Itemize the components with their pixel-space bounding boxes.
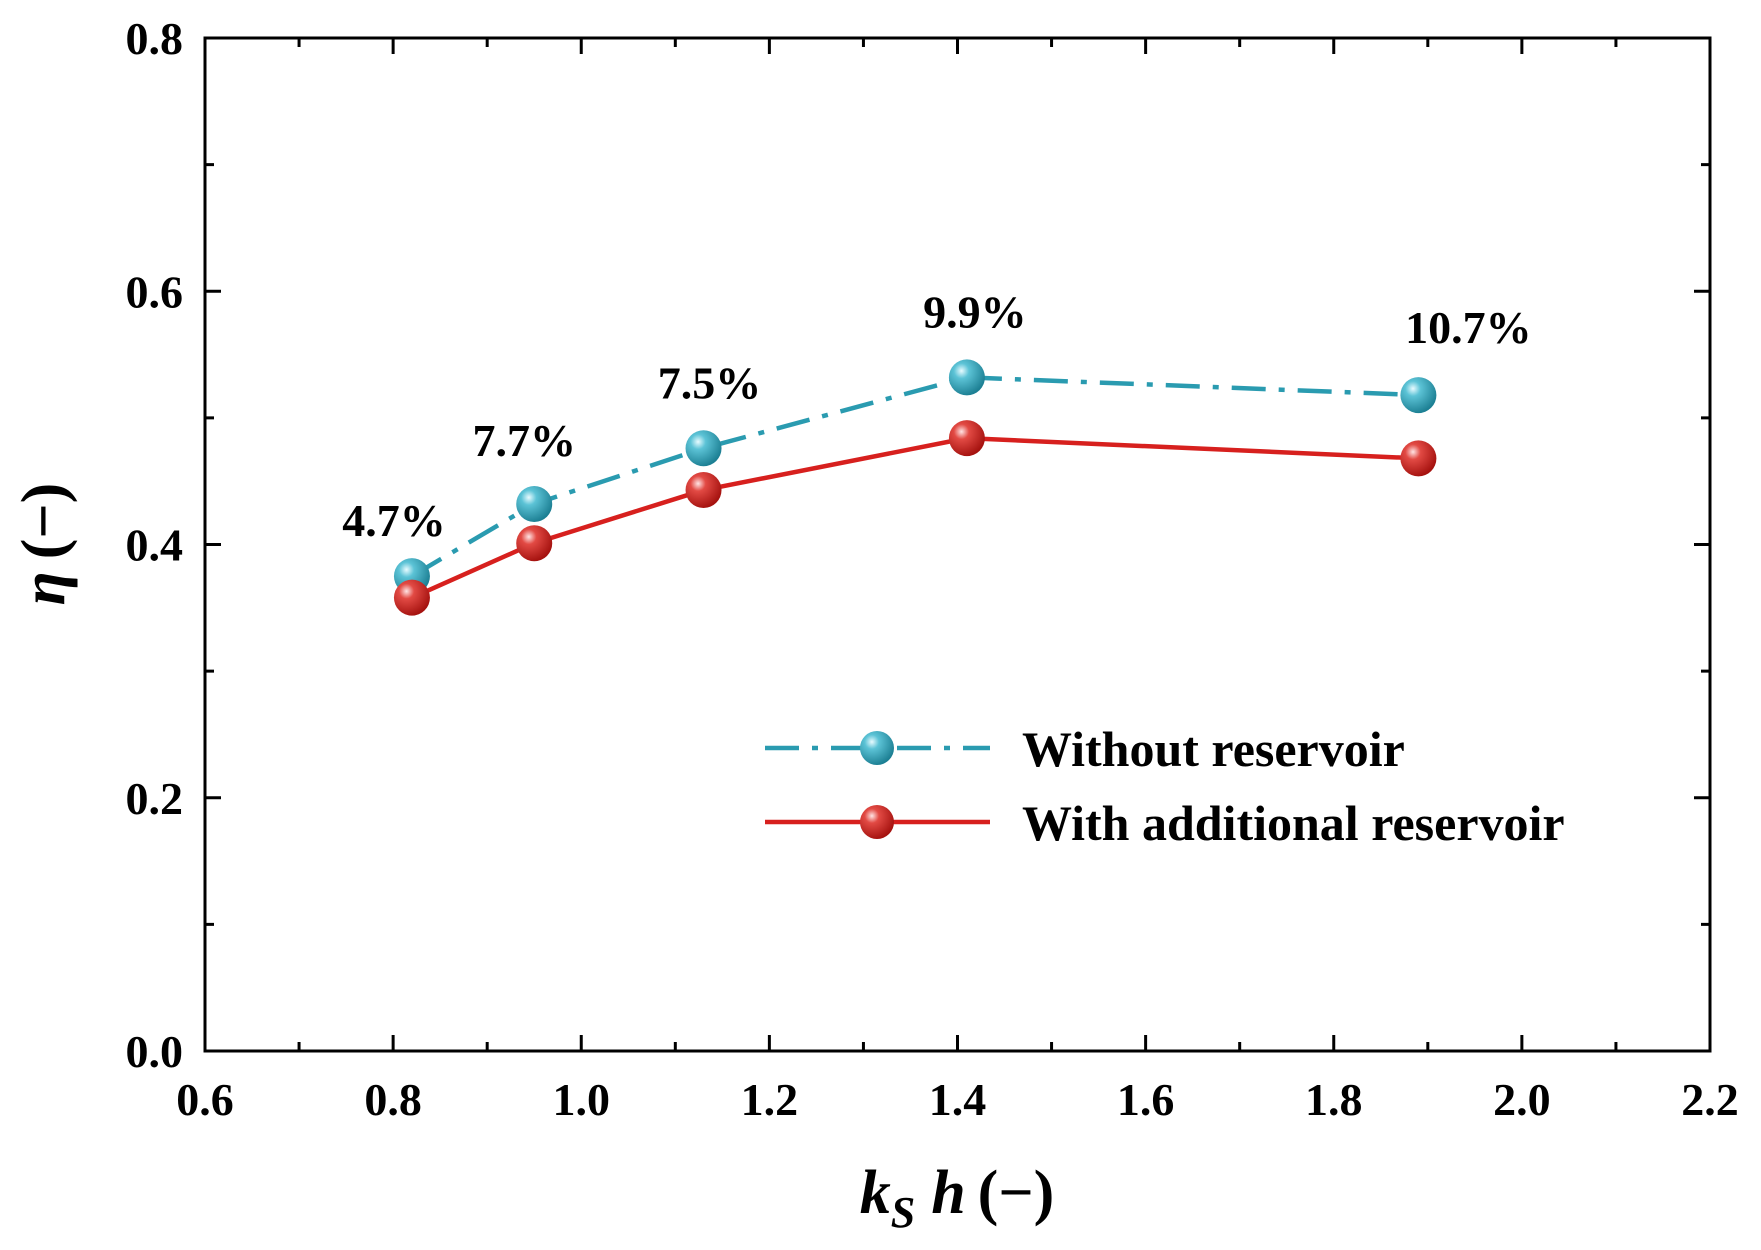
legend-marker-without-reservoir bbox=[860, 731, 894, 765]
x-axis-title-sub: S bbox=[891, 1188, 915, 1237]
data-point-without-reservoir bbox=[685, 430, 722, 467]
data-point-without-reservoir bbox=[1400, 377, 1437, 414]
x-axis-title-unit: (−) bbox=[978, 1159, 1055, 1227]
x-axis-title-var: h bbox=[931, 1159, 965, 1227]
data-point-without-reservoir bbox=[948, 359, 985, 396]
axis-ticks bbox=[203, 36, 1712, 1053]
y-tick-label: 0.0 bbox=[126, 1026, 184, 1077]
annotations: 4.7% 7.7% 7.5% 9.9% 10.7% bbox=[342, 286, 1531, 546]
x-tick-label: 1.0 bbox=[553, 1074, 611, 1125]
data-point-with-reservoir bbox=[1400, 440, 1437, 477]
y-tick-label: 0.2 bbox=[126, 773, 184, 824]
data-point-with-reservoir bbox=[516, 525, 553, 562]
annotation-label: 4.7% bbox=[342, 495, 446, 546]
legend-marker-with-reservoir bbox=[860, 805, 894, 839]
tick-labels: 0.6 0.8 1.0 1.2 1.4 1.6 1.8 2.0 2.2 0.0 0.2 0.4 0.6 0… bbox=[126, 13, 1739, 1125]
annotation-label: 9.9% bbox=[923, 286, 1027, 337]
x-tick-label: 1.2 bbox=[741, 1074, 799, 1125]
x-tick-label: 2.2 bbox=[1681, 1074, 1739, 1125]
data-point-with-reservoir bbox=[393, 579, 430, 616]
annotation-label: 10.7% bbox=[1405, 302, 1532, 353]
y-tick-label: 0.6 bbox=[126, 266, 184, 317]
legend-label-with-reservoir: With additional reservoir bbox=[1022, 795, 1565, 851]
y-tick-label: 0.8 bbox=[126, 13, 184, 64]
x-tick-label: 1.8 bbox=[1305, 1074, 1363, 1125]
y-axis-title-unit: (−) bbox=[10, 483, 78, 560]
legend-label-without-reservoir: Without reservoir bbox=[1022, 721, 1405, 777]
series-line-without-reservoir bbox=[410, 375, 1419, 579]
x-tick-label: 2.0 bbox=[1493, 1074, 1551, 1125]
data-point-with-reservoir bbox=[948, 420, 985, 457]
annotation-label: 7.5% bbox=[658, 357, 762, 408]
x-tick-label: 0.8 bbox=[364, 1074, 422, 1125]
annotation-label: 7.7% bbox=[472, 415, 576, 466]
legend: Without reservoir With additional reserv… bbox=[765, 721, 1565, 851]
x-axis-title-main: k bbox=[860, 1159, 891, 1227]
x-tick-label: 0.6 bbox=[176, 1074, 234, 1125]
data-point-with-reservoir bbox=[685, 472, 722, 509]
y-tick-label: 0.4 bbox=[126, 520, 184, 571]
y-axis-title: η (−) bbox=[10, 483, 78, 606]
x-tick-label: 1.6 bbox=[1117, 1074, 1175, 1125]
y-axis-title-var: η bbox=[10, 571, 78, 605]
x-axis-title: kS h (−) bbox=[860, 1159, 1055, 1237]
x-tick-label: 1.4 bbox=[929, 1074, 987, 1125]
series-layer bbox=[393, 359, 1437, 616]
data-point-without-reservoir bbox=[516, 485, 553, 522]
